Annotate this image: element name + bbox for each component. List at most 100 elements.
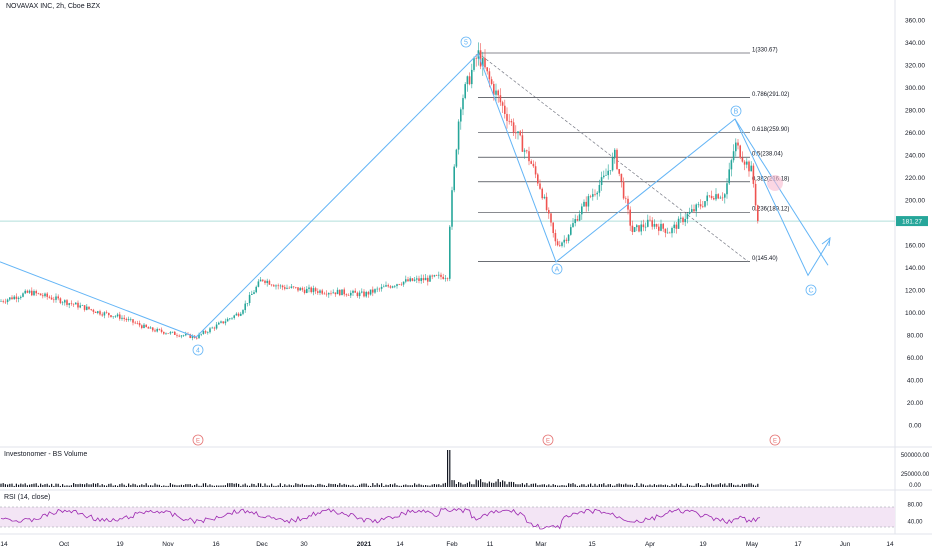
candle-body	[545, 196, 548, 210]
volume-bar	[229, 483, 231, 487]
volume-bar	[200, 485, 202, 487]
last-price-label: 181.27	[902, 219, 922, 226]
candle-body	[226, 318, 229, 322]
candle-body	[321, 290, 323, 294]
candle-body	[675, 224, 678, 229]
volume-bar	[673, 485, 675, 487]
candle-body	[427, 277, 429, 282]
candle-body	[611, 157, 614, 171]
volume-bar	[233, 483, 235, 487]
time-tick-label: 14	[0, 541, 8, 548]
volume-bar	[202, 483, 204, 487]
volume-bar	[636, 483, 638, 487]
candle-body	[506, 113, 508, 121]
volume-bar	[220, 485, 222, 487]
volume-bar	[29, 484, 31, 487]
candle-body	[88, 306, 90, 310]
candle-body	[306, 288, 308, 293]
candle-body	[97, 311, 99, 313]
price-tick-label: 40.00	[907, 378, 924, 385]
highlight-circle	[767, 175, 783, 191]
candle-body	[673, 224, 675, 228]
volume-bar	[609, 484, 611, 487]
candle-body	[288, 287, 290, 289]
volume-bar	[464, 484, 466, 487]
candle-body	[229, 318, 231, 320]
volume-bar	[40, 483, 42, 487]
price-tick-label: 160.00	[905, 243, 925, 250]
volume-bar	[455, 484, 457, 487]
candle-body	[416, 278, 418, 280]
volume-bar	[728, 483, 730, 487]
candle-body	[55, 296, 57, 300]
volume-bar	[715, 484, 717, 487]
volume-bar	[427, 485, 429, 487]
candle-body	[688, 211, 691, 214]
volume-bar	[539, 484, 541, 487]
candle-body	[259, 279, 262, 282]
volume-bar	[4, 484, 6, 487]
candle-body	[429, 275, 431, 282]
volume-bar	[99, 485, 101, 487]
volume-bar	[231, 483, 233, 487]
volume-tick-label: 0.00	[909, 483, 921, 489]
candle-body	[618, 169, 620, 174]
volume-bar	[323, 485, 325, 487]
volume-bar	[744, 484, 746, 487]
candle-body	[517, 131, 519, 134]
volume-bar	[755, 485, 757, 487]
volume-bar	[11, 483, 13, 487]
volume-bar	[172, 484, 174, 487]
volume-bar	[414, 483, 416, 487]
volume-bar	[700, 485, 702, 487]
volume-bar	[57, 483, 59, 487]
candle-body	[660, 223, 662, 231]
volume-bar	[416, 484, 418, 487]
volume-bar	[7, 484, 9, 487]
candle-body	[631, 225, 634, 232]
volume-bar	[334, 483, 336, 487]
elliott-wave-line	[734, 118, 829, 266]
volume-panel-title: Investonomer - BS Volume	[4, 451, 88, 458]
candle-body	[246, 303, 249, 304]
candle-body	[409, 278, 411, 282]
volume-bar	[51, 483, 53, 487]
candle-body	[191, 335, 194, 338]
price-tick-label: 100.00	[905, 310, 925, 317]
volume-bar	[345, 484, 347, 487]
volume-bar	[315, 485, 317, 487]
volume-bar	[218, 485, 220, 487]
volume-bar	[163, 485, 165, 487]
volume-bar	[550, 485, 552, 487]
volume-bar	[110, 483, 112, 487]
candle-body	[17, 297, 20, 299]
candle-body	[625, 198, 627, 200]
volume-bar	[196, 483, 198, 487]
candle-body	[576, 219, 579, 221]
candle-body	[33, 291, 35, 296]
candle-body	[387, 285, 389, 287]
volume-bar	[497, 479, 499, 487]
candle-body	[347, 295, 350, 296]
volume-bar	[682, 485, 684, 487]
volume-bar	[662, 485, 664, 487]
candle-body	[224, 321, 227, 324]
volume-bar	[669, 485, 671, 487]
volume-bar	[750, 483, 752, 487]
volume-bar	[147, 485, 149, 487]
candle-body	[218, 322, 220, 325]
candle-body	[336, 289, 339, 295]
candle-body	[380, 286, 383, 289]
volume-bar	[405, 484, 407, 487]
volume-bar	[266, 485, 268, 487]
candle-body	[270, 284, 273, 286]
candle-body	[746, 161, 748, 165]
candle-body	[431, 275, 433, 277]
price-tick-label: 60.00	[907, 355, 924, 362]
candle-body	[633, 227, 636, 232]
volume-bar	[442, 483, 444, 487]
candle-body	[528, 151, 530, 162]
candle-body	[730, 160, 733, 170]
volume-bar	[18, 484, 20, 487]
